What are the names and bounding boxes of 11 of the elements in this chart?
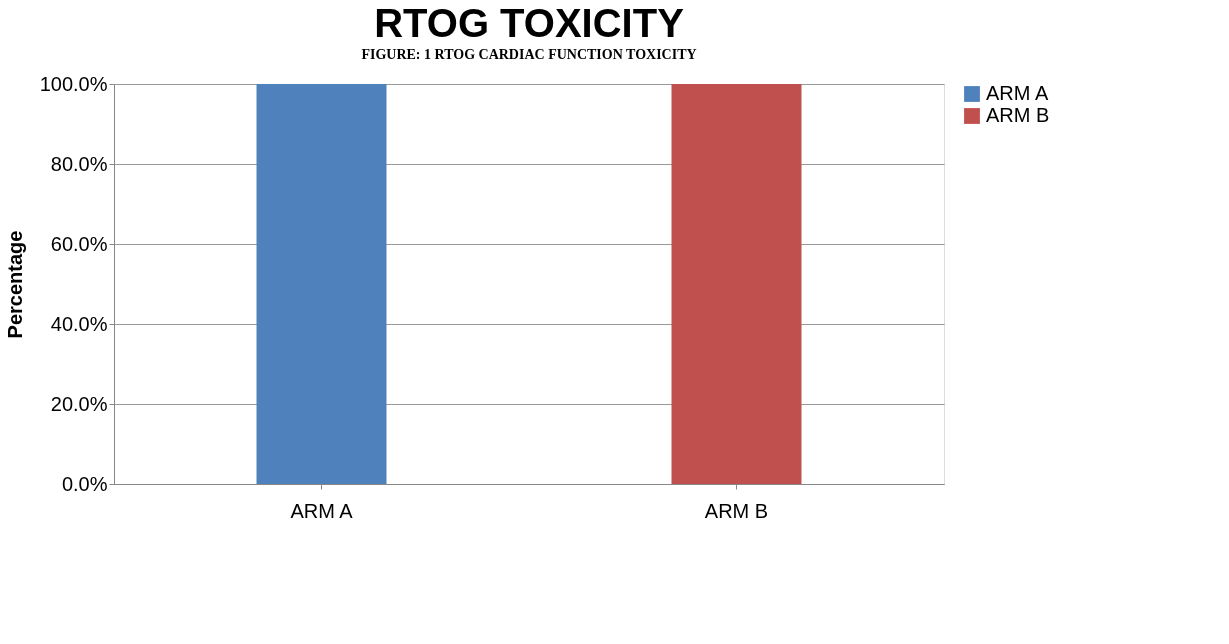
y-tick-label: 80.0% xyxy=(50,152,108,175)
y-tick-label: 100.0% xyxy=(39,72,108,95)
legend-label: ARM B xyxy=(986,104,1050,126)
y-tick-label: 20.0% xyxy=(50,392,108,415)
y-tick-label: 0.0% xyxy=(61,472,108,495)
y-axis-title: Percentage xyxy=(3,230,26,339)
chart-title: RTOG TOXICITY xyxy=(374,1,685,45)
legend-label: ARM A xyxy=(986,82,1049,104)
y-tick-label: 60.0% xyxy=(50,232,108,255)
text: FIGURE: 1 RTOG CARDIAC FUNCTION TOXICITY xyxy=(361,47,697,62)
y-tick-label: 40.0% xyxy=(50,312,108,335)
